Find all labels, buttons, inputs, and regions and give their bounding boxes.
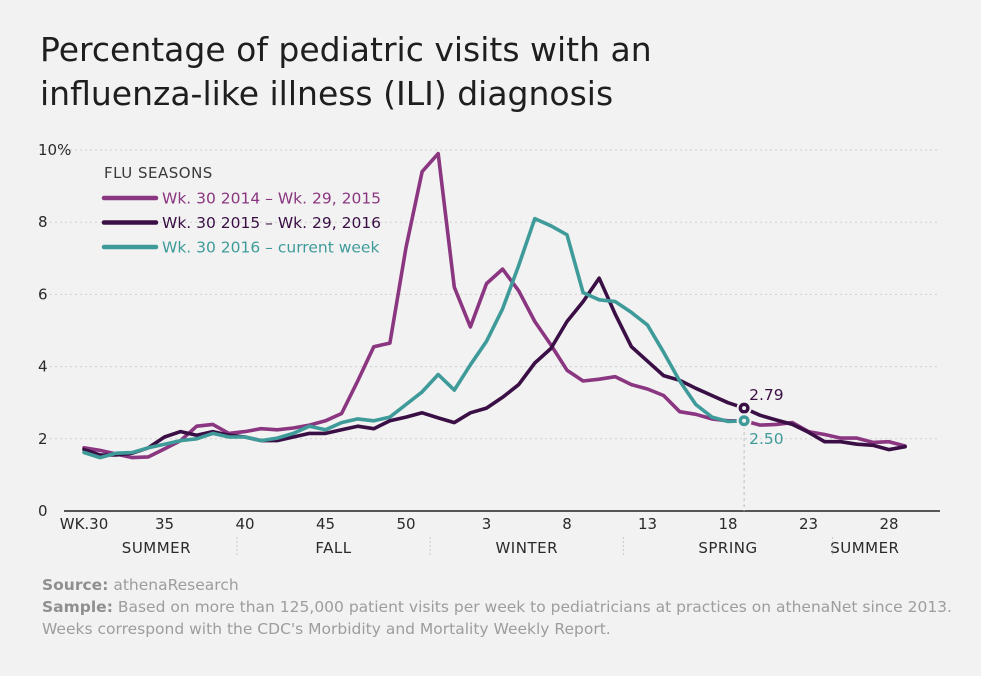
annotation-point-center xyxy=(742,418,747,423)
legend-entry: Wk. 30 2016 – current week xyxy=(162,239,379,257)
x-tick-label: 45 xyxy=(316,515,335,533)
y-tick-label: 2 xyxy=(38,430,48,448)
chart-title-line-1: Percentage of pediatric visits with an xyxy=(40,30,652,69)
legend-entry: Wk. 30 2015 – Wk. 29, 2016 xyxy=(162,214,381,232)
sample-label: Sample: xyxy=(42,598,113,616)
annotation-label: 2.79 xyxy=(749,386,784,404)
legend-entry: Wk. 30 2014 – Wk. 29, 2015 xyxy=(162,190,381,208)
season-label: FALL xyxy=(315,539,351,557)
x-tick-label: 50 xyxy=(396,515,415,533)
season-label: SUMMER xyxy=(830,539,899,557)
x-tick-label: 3 xyxy=(482,515,492,533)
x-tick-label: WK.30 xyxy=(60,515,109,533)
series-line-3 xyxy=(82,216,746,460)
x-tick-label: 28 xyxy=(879,515,898,533)
x-tick-label: 35 xyxy=(155,515,174,533)
y-tick-label: 4 xyxy=(38,358,48,376)
source-text: athenaResearch xyxy=(108,576,239,594)
y-tick-label: 0 xyxy=(38,502,48,520)
series-line-1 xyxy=(82,151,907,460)
annotation-point-center xyxy=(742,406,747,411)
x-tick-label: 23 xyxy=(799,515,818,533)
x-tick-label: 8 xyxy=(562,515,572,533)
annotation-label: 2.50 xyxy=(749,430,784,448)
season-label: WINTER xyxy=(495,539,558,557)
legend-title: FLU SEASONS xyxy=(104,164,213,182)
chart-title-line-2: influenza-like illness (ILI) diagnosis xyxy=(40,74,614,113)
y-tick-label: 6 xyxy=(38,285,48,303)
x-tick-label: 40 xyxy=(235,515,254,533)
y-tick-label: 8 xyxy=(38,213,48,231)
x-tick-label: 13 xyxy=(638,515,657,533)
sample-note: Sample: Based on more than 125,000 patie… xyxy=(42,596,962,640)
season-label: SPRING xyxy=(698,539,757,557)
y-tick-label: 10% xyxy=(38,141,71,159)
chart-footer: Source: athenaResearch Sample: Based on … xyxy=(42,574,962,640)
source-label: Source: xyxy=(42,576,109,594)
x-tick-label: 18 xyxy=(718,515,737,533)
season-label: SUMMER xyxy=(122,539,191,557)
source-note: Source: athenaResearch xyxy=(42,574,962,596)
chart-title: Percentage of pediatric visits with an i… xyxy=(40,28,940,116)
sample-text: Based on more than 125,000 patient visit… xyxy=(42,598,952,638)
